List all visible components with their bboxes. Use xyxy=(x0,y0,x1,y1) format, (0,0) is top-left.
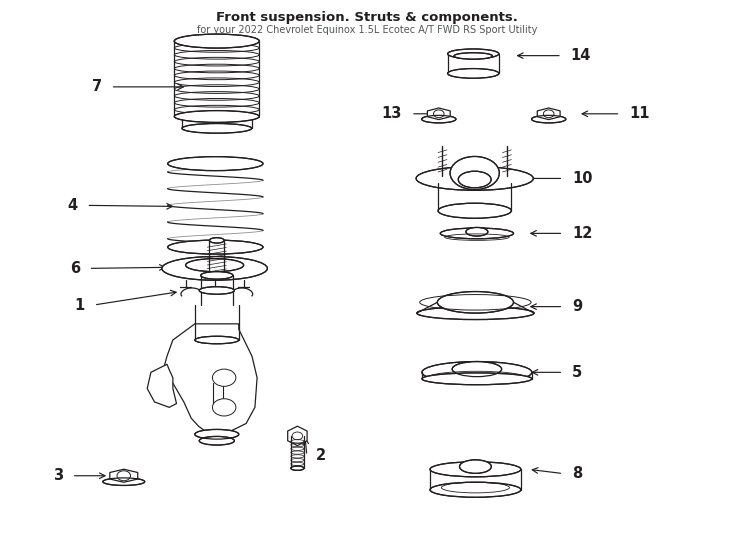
Text: 3: 3 xyxy=(53,468,63,483)
Ellipse shape xyxy=(422,362,532,383)
Text: for your 2022 Chevrolet Equinox 1.5L Ecotec A/T FWD RS Sport Utility: for your 2022 Chevrolet Equinox 1.5L Eco… xyxy=(197,25,537,35)
Polygon shape xyxy=(164,324,257,434)
Ellipse shape xyxy=(417,307,534,320)
Ellipse shape xyxy=(195,336,239,344)
Polygon shape xyxy=(110,469,138,482)
Ellipse shape xyxy=(200,272,233,279)
Ellipse shape xyxy=(450,157,499,190)
Ellipse shape xyxy=(199,287,234,294)
Text: 7: 7 xyxy=(92,79,102,94)
Text: 13: 13 xyxy=(382,106,402,122)
Ellipse shape xyxy=(174,35,259,48)
Text: Front suspension. Struts & components.: Front suspension. Struts & components. xyxy=(216,11,518,24)
Text: 6: 6 xyxy=(70,261,80,276)
Text: 4: 4 xyxy=(68,198,78,213)
Ellipse shape xyxy=(430,482,521,497)
Ellipse shape xyxy=(416,166,534,190)
Text: 9: 9 xyxy=(572,299,582,314)
Polygon shape xyxy=(288,426,307,445)
Text: 8: 8 xyxy=(572,466,582,481)
Ellipse shape xyxy=(448,49,499,59)
FancyBboxPatch shape xyxy=(174,40,259,121)
Ellipse shape xyxy=(168,240,263,254)
Ellipse shape xyxy=(182,124,252,133)
Ellipse shape xyxy=(199,436,234,445)
Ellipse shape xyxy=(448,69,499,78)
Text: 2: 2 xyxy=(316,448,326,463)
Ellipse shape xyxy=(452,362,501,376)
Ellipse shape xyxy=(438,203,512,218)
Ellipse shape xyxy=(437,292,514,313)
Ellipse shape xyxy=(421,116,456,123)
Circle shape xyxy=(212,369,236,386)
Ellipse shape xyxy=(440,228,514,239)
Ellipse shape xyxy=(209,238,224,243)
Ellipse shape xyxy=(168,157,263,171)
Ellipse shape xyxy=(459,460,491,474)
Ellipse shape xyxy=(174,111,259,123)
Ellipse shape xyxy=(103,478,145,485)
Polygon shape xyxy=(427,108,450,120)
Text: 5: 5 xyxy=(572,365,582,380)
Text: 14: 14 xyxy=(570,48,591,63)
Ellipse shape xyxy=(291,466,304,470)
Ellipse shape xyxy=(162,256,267,280)
Text: 11: 11 xyxy=(629,106,650,122)
Ellipse shape xyxy=(422,373,532,384)
Ellipse shape xyxy=(430,462,521,477)
Text: 10: 10 xyxy=(572,171,592,186)
Circle shape xyxy=(212,399,236,416)
Polygon shape xyxy=(148,364,176,407)
Ellipse shape xyxy=(186,259,244,272)
Ellipse shape xyxy=(458,171,491,188)
Polygon shape xyxy=(537,108,560,120)
Ellipse shape xyxy=(195,429,239,439)
Ellipse shape xyxy=(531,116,566,123)
Text: 12: 12 xyxy=(572,226,592,241)
Ellipse shape xyxy=(174,34,259,48)
Text: 1: 1 xyxy=(75,298,85,313)
Ellipse shape xyxy=(466,227,488,236)
Ellipse shape xyxy=(454,53,493,59)
